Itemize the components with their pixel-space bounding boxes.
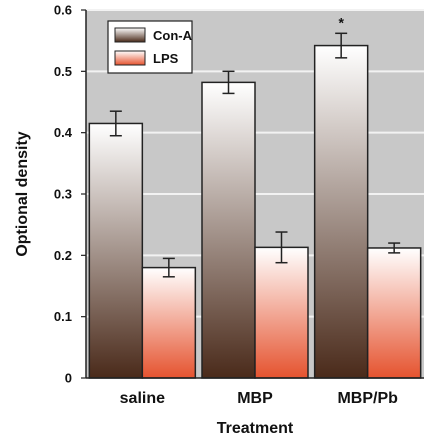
x-tick-label-mbp: MBP — [237, 390, 273, 407]
x-tick-label-saline: saline — [120, 390, 165, 407]
y-tick-label-0-4: 0.4 — [54, 125, 73, 140]
bar-con-a-saline — [89, 123, 142, 378]
y-tick-label-0: 0 — [65, 371, 72, 386]
x-tick-label-mbp-pb: MBP/Pb — [337, 390, 398, 407]
x-axis-title: Treatment — [217, 420, 294, 436]
y-tick-label-0-3: 0.3 — [54, 187, 72, 202]
bar-lps-saline — [142, 268, 195, 378]
annotation-0: * — [338, 14, 344, 30]
legend: Con-A LPS — [108, 21, 193, 73]
bar-con-a-mbp-pb — [315, 46, 368, 378]
y-tick-label-0-6: 0.6 — [54, 3, 72, 18]
bar-lps-mbp — [255, 247, 308, 378]
y-tick-label-0-2: 0.2 — [54, 248, 72, 263]
bar-con-a-mbp — [202, 82, 255, 378]
legend-swatch-lps — [115, 51, 145, 65]
y-tick-label-0-1: 0.1 — [54, 309, 72, 324]
legend-swatch-con-a — [115, 28, 145, 42]
bar-lps-mbp-pb — [368, 248, 421, 378]
y-tick-label-0-5: 0.5 — [54, 64, 72, 79]
y-axis-title: Optional density — [14, 131, 31, 256]
legend-label-lps: LPS — [153, 51, 179, 66]
legend-label-con-a: Con-A — [153, 28, 193, 43]
